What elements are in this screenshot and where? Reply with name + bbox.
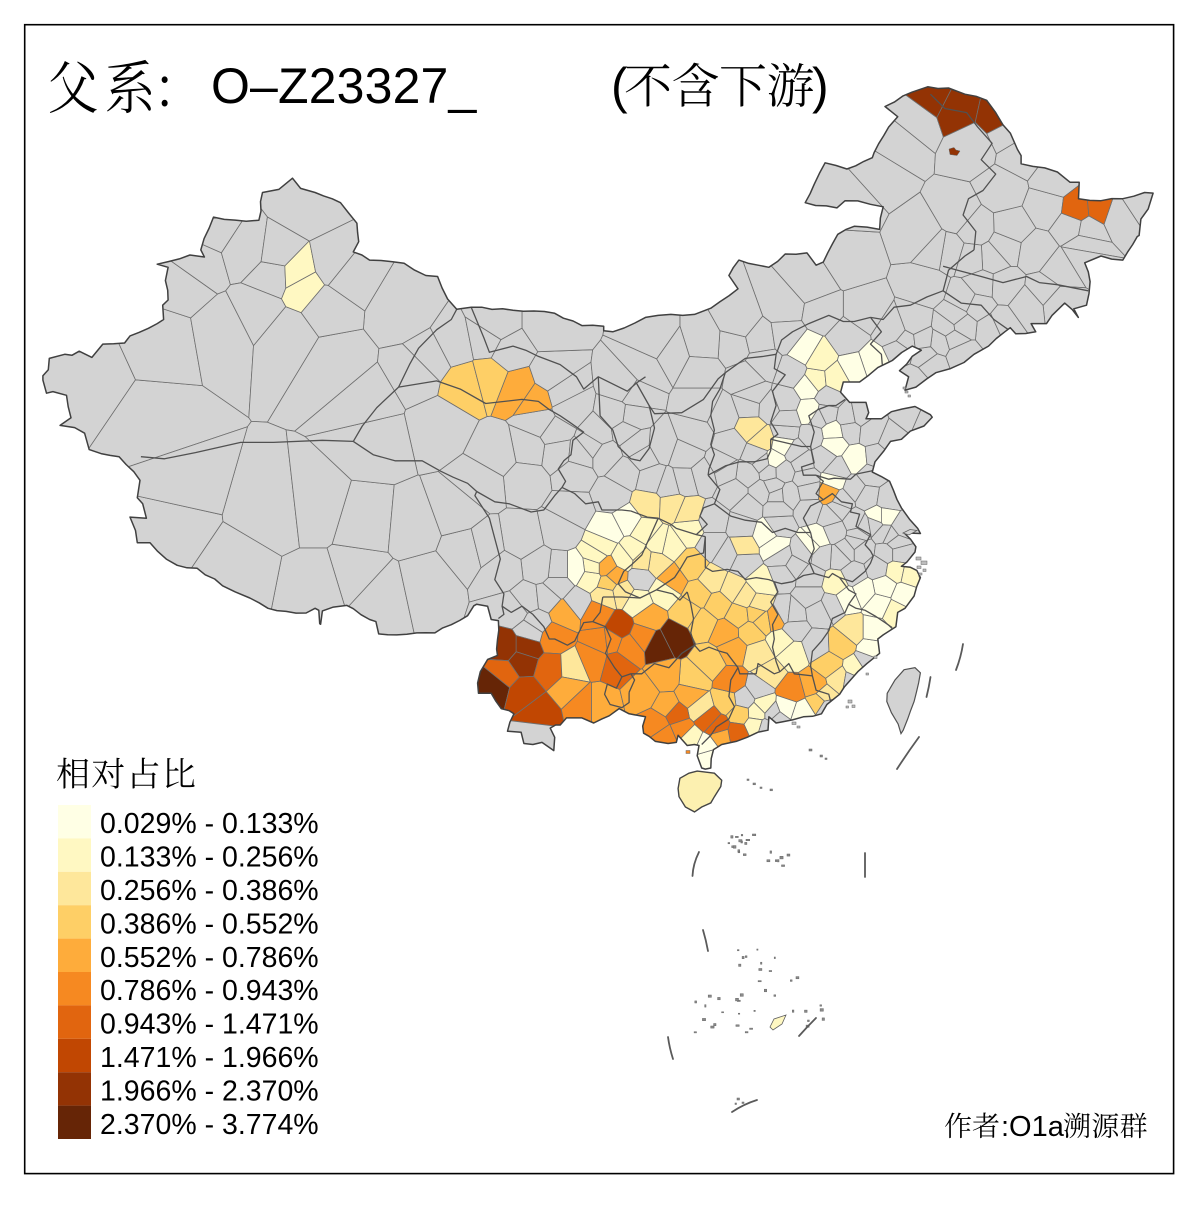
svg-text:O–Z23327_: O–Z23327_ [211,58,477,114]
svg-text:0.786% - 0.943%: 0.786% - 0.943% [100,975,319,1007]
svg-text:): ) [812,58,829,114]
svg-text:0.943% - 1.471%: 0.943% - 1.471% [100,1009,319,1041]
svg-text:1.471% - 1.966%: 1.471% - 1.966% [100,1042,319,1074]
svg-text:1.966% - 2.370%: 1.966% - 2.370% [100,1075,319,1107]
svg-text:0.133% - 0.256%: 0.133% - 0.256% [100,842,319,874]
svg-text:0.386% - 0.552%: 0.386% - 0.552% [100,908,319,940]
svg-text:(: ( [611,58,628,114]
svg-text::O1a: :O1a [1001,1111,1065,1143]
svg-text:0.029% - 0.133%: 0.029% - 0.133% [100,808,319,840]
svg-text:0.256% - 0.386%: 0.256% - 0.386% [100,875,319,907]
svg-text:2.370% - 3.774%: 2.370% - 3.774% [100,1109,319,1141]
svg-text:0.552% - 0.786%: 0.552% - 0.786% [100,942,319,974]
